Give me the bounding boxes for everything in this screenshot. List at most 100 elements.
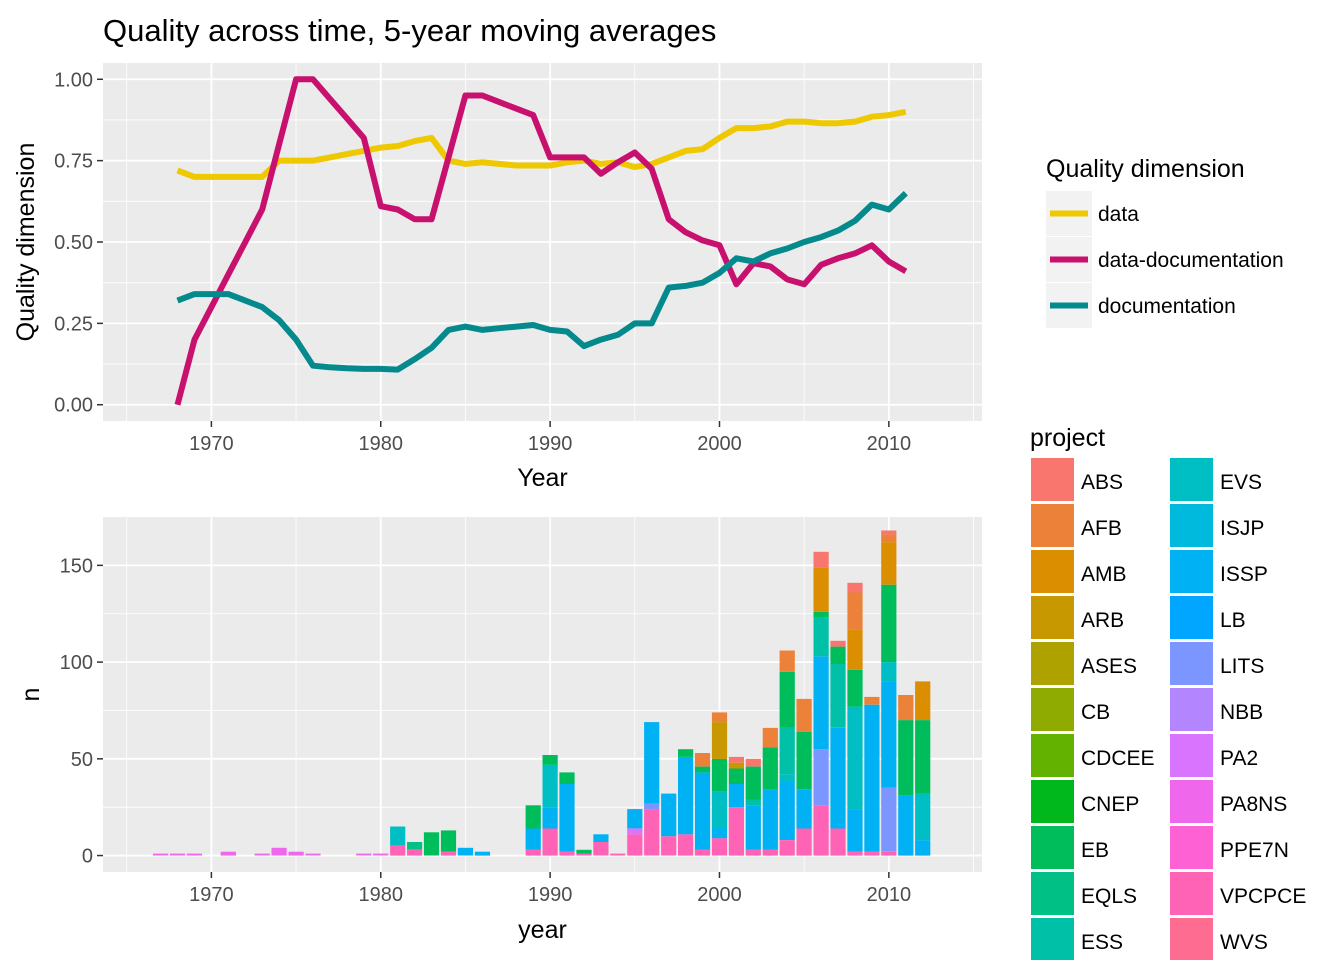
bar-segment-AFB-1999 bbox=[694, 753, 711, 767]
bar-segment-ISSP-2011 bbox=[898, 795, 914, 856]
bar-segment-ISSP-1993 bbox=[593, 834, 609, 842]
bar-segment-VPCPCE-1989 bbox=[525, 849, 541, 856]
bar-segment-ISSP-2008 bbox=[847, 809, 863, 852]
bar-segment-AFB-2011 bbox=[898, 695, 914, 721]
bar-segment-VPCPCE-1992 bbox=[576, 853, 592, 856]
x-tick-label: 2000 bbox=[697, 433, 742, 455]
legend-label-WVS: WVS bbox=[1220, 931, 1268, 954]
bar-segment-ISSP-2005 bbox=[796, 789, 812, 829]
bar-segment-EB-2004 bbox=[779, 671, 795, 728]
legend-swatch-EQLS bbox=[1031, 872, 1074, 915]
bar-segment-EVS-2004 bbox=[779, 774, 795, 782]
bar-chart: 0 50 100 150 1970 1980 1990 2000 2010 year n bbox=[17, 517, 982, 944]
bar-segment-VPCPCE-1996 bbox=[644, 809, 660, 856]
bar-segment-ABS-2006 bbox=[813, 551, 829, 568]
bar-segment-ABS-2001 bbox=[728, 756, 744, 763]
bar-segment-PA8NS-1967 bbox=[153, 853, 169, 856]
legend-label-CB: CB bbox=[1081, 701, 1110, 724]
bar-segment-VPCPCE-1999 bbox=[694, 849, 711, 856]
bar-segment-PA8NS-1968 bbox=[169, 853, 186, 856]
bar-segment-PA8NS-1973 bbox=[254, 853, 270, 856]
legend-swatch-ISJP bbox=[1170, 504, 1213, 547]
bar-segment-EB-1983 bbox=[423, 832, 440, 856]
y-tick-label: 0.50 bbox=[54, 232, 93, 254]
x-tick-label: 1970 bbox=[189, 884, 234, 906]
legend-swatch-PA2 bbox=[1170, 734, 1213, 777]
bar-segment-ESS-2002 bbox=[745, 799, 761, 806]
bar-segment-EB-1992 bbox=[576, 849, 592, 854]
bar-segment-ABS-2008 bbox=[847, 582, 863, 593]
bar-chart-y-axis-title: n bbox=[17, 688, 45, 702]
legend-swatch-EB bbox=[1031, 826, 1074, 869]
bar-segment-ISSP-1991 bbox=[559, 784, 575, 852]
bar-segment-PA8NS-1974 bbox=[271, 847, 287, 856]
bar-segment-EVS-2012 bbox=[915, 793, 931, 840]
bar-segment-ISSP-2012 bbox=[915, 840, 931, 856]
bar-segment-EB-1998 bbox=[678, 749, 694, 757]
legend-label-CDCEE: CDCEE bbox=[1081, 747, 1155, 770]
legend-swatch-LITS bbox=[1170, 642, 1213, 685]
legend-label-VPCPCE: VPCPCE bbox=[1220, 885, 1306, 908]
legend-label-ABS: ABS bbox=[1081, 471, 1123, 494]
bar-segment-AFB-2004 bbox=[779, 650, 795, 672]
bar-segment-EVS-1981 bbox=[390, 826, 406, 846]
bar-segment-ISSP-1989 bbox=[525, 828, 541, 850]
bar-segment-VPCPCE-2000 bbox=[711, 838, 728, 856]
legend-label-ISSP: ISSP bbox=[1220, 563, 1268, 586]
legend-swatch-CB bbox=[1031, 688, 1074, 731]
legend-swatch-ABS bbox=[1031, 458, 1074, 501]
line-chart-y-axis-title: Quality dimension bbox=[12, 143, 40, 342]
chart-title: Quality across time, 5-year moving avera… bbox=[103, 13, 716, 48]
y-tick-label: 0.25 bbox=[54, 313, 93, 335]
bar-segment-ABS-2002 bbox=[745, 758, 761, 767]
bar-segment-ESS-2004 bbox=[779, 727, 795, 775]
bar-segment-ISSP-2004 bbox=[779, 782, 795, 840]
bar-segment-ISSP-1985 bbox=[457, 847, 473, 856]
bar-segment-VPCPCE-2003 bbox=[762, 849, 778, 856]
legend-label-ARB: ARB bbox=[1081, 609, 1124, 632]
bar-segment-AFB-2009 bbox=[864, 696, 880, 705]
bar-segment-EVS-2008 bbox=[847, 706, 863, 810]
bar-segment-ISSP-1999 bbox=[694, 772, 711, 850]
bar-segment-ISSP-1997 bbox=[661, 793, 677, 837]
bar-segment-EVS-2010 bbox=[881, 662, 897, 682]
quality-dimension-legend-title: Quality dimension bbox=[1046, 155, 1245, 183]
bar-segment-VPCPCE-2005 bbox=[796, 828, 812, 856]
bar-segment-VPCPCE-1998 bbox=[678, 834, 694, 856]
bar-segment-VPCPCE-1990 bbox=[542, 828, 558, 856]
legend-swatch-PA8NS bbox=[1170, 780, 1213, 823]
bar-segment-VPCPCE-1993 bbox=[593, 842, 609, 856]
bar-segment-LITS-2006 bbox=[813, 749, 829, 806]
bar-segment-EB-2010 bbox=[881, 584, 897, 663]
bar-segment-EB-2007 bbox=[830, 646, 846, 664]
bar-segment-ISSP-1998 bbox=[678, 756, 694, 835]
bar-segment-EB-2003 bbox=[762, 747, 778, 790]
bar-segment-EB-2008 bbox=[847, 669, 863, 707]
bar-segment-EVS-2000 bbox=[711, 791, 728, 829]
legend-swatch-ISSP bbox=[1170, 550, 1213, 593]
legend-swatch-AMB bbox=[1031, 550, 1074, 593]
bar-segment-AFB-2008 bbox=[847, 592, 863, 630]
legend-swatch-EVS bbox=[1170, 458, 1213, 501]
bar-segment-ABS-2010 bbox=[881, 530, 897, 535]
bar-segment-VPCPCE-2009 bbox=[864, 851, 880, 856]
bar-segment-ESS-2007 bbox=[830, 664, 846, 728]
legend-swatch-PPE7N bbox=[1170, 826, 1213, 869]
bar-segment-PA8NS-1969 bbox=[186, 853, 202, 856]
y-tick-label: 1.00 bbox=[54, 69, 93, 91]
y-tick-label: 0.75 bbox=[54, 151, 93, 173]
bar-segment-EQLS-1982 bbox=[407, 842, 423, 850]
bar-segment-ISSP-2010 bbox=[881, 681, 897, 788]
bar-segment-PA8NS-1971 bbox=[220, 851, 236, 856]
bar-segment-AMB-2008 bbox=[847, 629, 863, 670]
legend-swatch-ASES bbox=[1031, 642, 1074, 685]
bar-chart-x-axis-title: year bbox=[518, 916, 567, 944]
bar-segment-EB-2011 bbox=[898, 720, 914, 796]
legend-label-LB: LB bbox=[1220, 609, 1246, 632]
bar-chart-y-axis: 0 50 100 150 bbox=[60, 555, 103, 868]
bar-segment-PA8NS-1975 bbox=[288, 851, 304, 856]
x-tick-label: 1970 bbox=[189, 433, 234, 455]
y-tick-label: 50 bbox=[71, 749, 93, 771]
bar-segment-VPCPCE-1991 bbox=[559, 851, 575, 856]
